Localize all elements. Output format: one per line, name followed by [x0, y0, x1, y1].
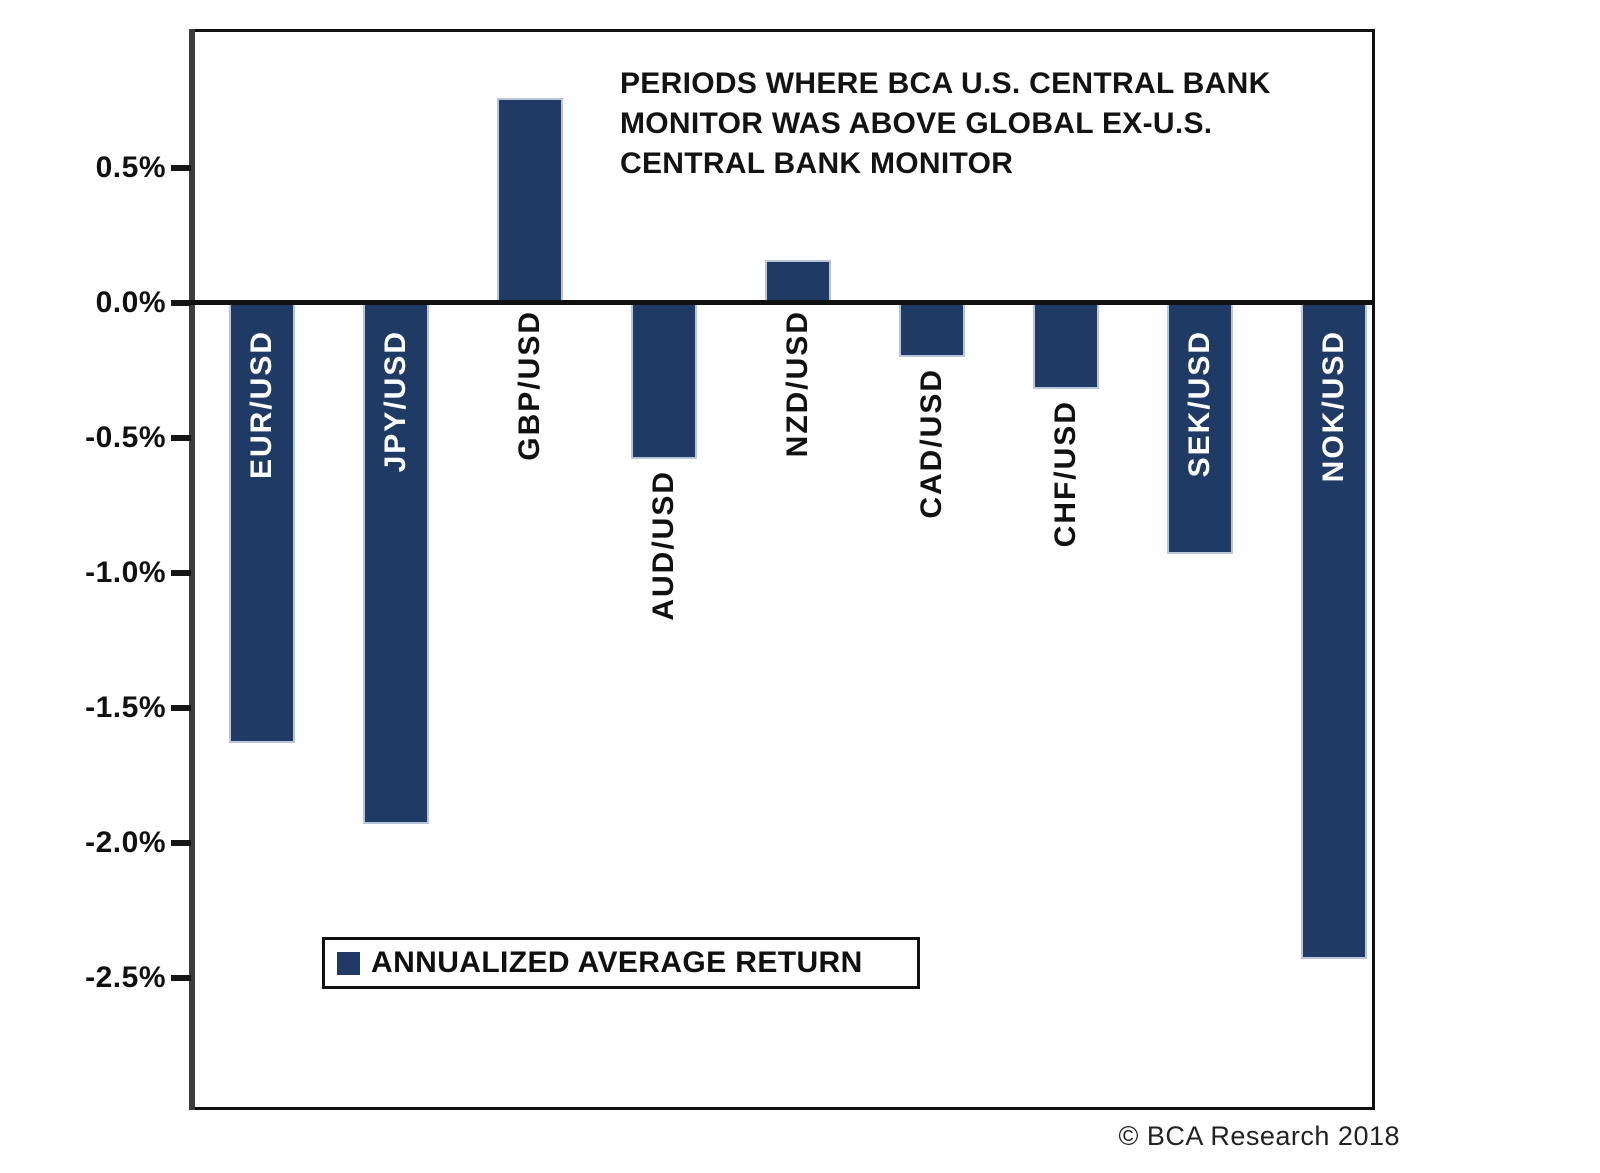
bar-label-sek-usd: SEK/USD — [1183, 330, 1216, 478]
bar-chf-usd — [1033, 305, 1099, 389]
y-axis-label: -2.0% — [85, 825, 166, 859]
y-axis-tick — [171, 434, 191, 441]
zero-baseline — [190, 300, 1375, 305]
chart-title-line-3: CENTRAL BANK MONITOR — [620, 147, 1014, 180]
chart-title-line-2: MONITOR WAS ABOVE GLOBAL EX-U.S. — [620, 107, 1213, 140]
bar-gbp-usd — [497, 97, 563, 300]
bar-label-chf-usd: CHF/USD — [1049, 399, 1082, 548]
y-axis-label: 0.0% — [95, 285, 166, 319]
bar-nok-usd — [1301, 305, 1367, 959]
bar-label-gbp-usd: GBP/USD — [513, 310, 546, 461]
chart-title: PERIODS WHERE BCA U.S. CENTRAL BANK MONI… — [620, 64, 1271, 184]
y-axis-tick — [171, 974, 191, 981]
y-axis-tick — [171, 164, 191, 171]
legend-box: ANNUALIZED AVERAGE RETURN — [322, 937, 920, 989]
bar-sek-usd — [1167, 305, 1233, 554]
bar-label-eur-usd: EUR/USD — [245, 330, 278, 480]
bar-nzd-usd — [765, 259, 831, 300]
bar-label-nok-usd: NOK/USD — [1317, 330, 1350, 483]
bar-aud-usd — [631, 305, 697, 460]
y-axis-tick — [171, 569, 191, 576]
bar-label-nzd-usd: NZD/USD — [781, 310, 814, 458]
y-axis-label: -0.5% — [85, 420, 166, 454]
legend-label: ANNUALIZED AVERAGE RETURN — [371, 946, 863, 979]
chart-title-line-1: PERIODS WHERE BCA U.S. CENTRAL BANK — [620, 67, 1271, 100]
bar-cad-usd — [899, 305, 965, 357]
y-axis-label: 0.5% — [95, 150, 166, 184]
legend-swatch — [337, 951, 360, 975]
bar-label-aud-usd: AUD/USD — [647, 470, 680, 621]
bar-eur-usd — [229, 305, 295, 743]
y-axis-tick — [171, 299, 191, 306]
bar-jpy-usd — [363, 305, 429, 824]
y-axis-label: -1.0% — [85, 555, 166, 589]
bar-label-jpy-usd: JPY/USD — [379, 330, 412, 473]
copyright-credit: © BCA Research 2018 — [1118, 1121, 1400, 1151]
y-axis-tick — [171, 839, 191, 846]
y-axis-line — [189, 29, 195, 1110]
bar-label-cad-usd: CAD/USD — [915, 367, 948, 519]
y-axis-tick — [171, 704, 191, 711]
y-axis-label: -1.5% — [85, 690, 166, 724]
y-axis-label: -2.5% — [85, 960, 166, 994]
